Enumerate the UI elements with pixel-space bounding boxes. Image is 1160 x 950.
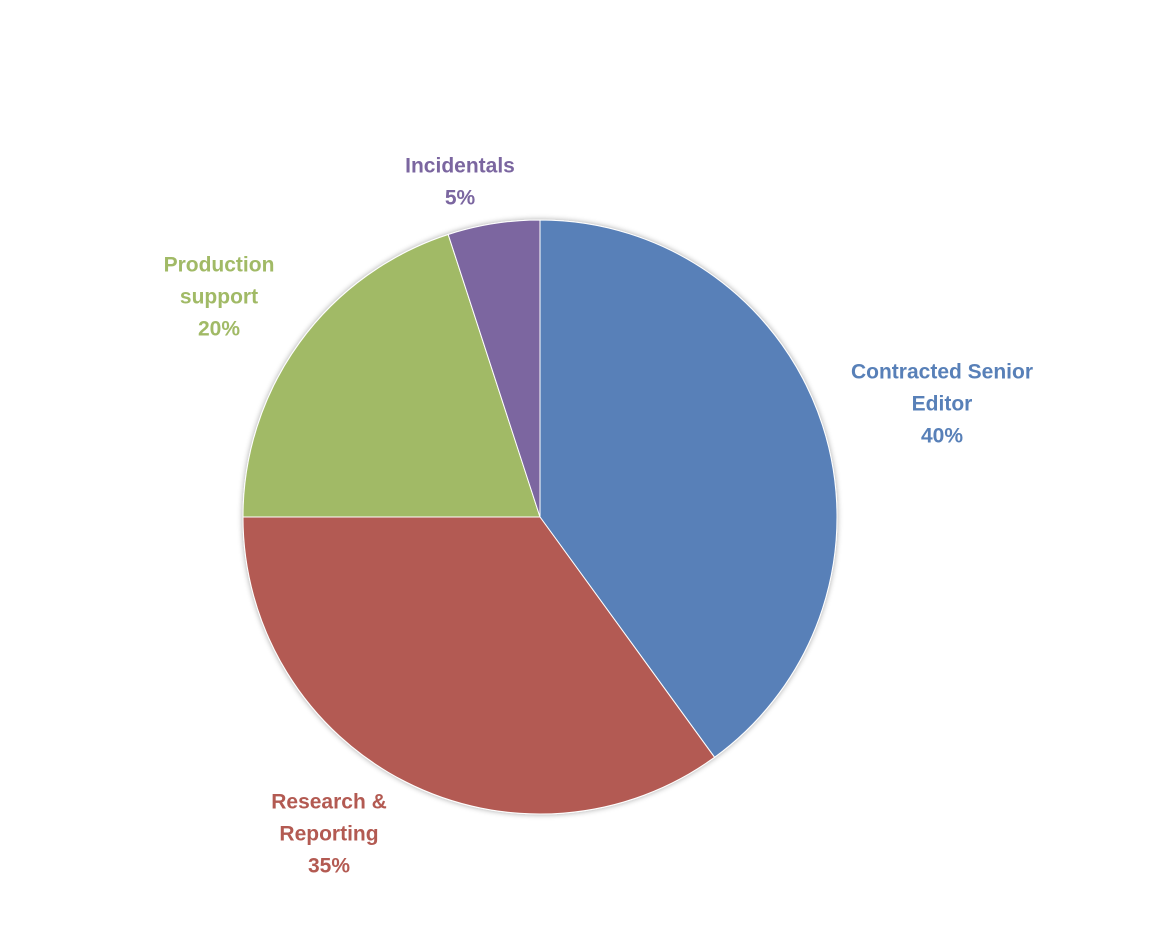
pie-slice-incidentals [447,219,541,518]
slice-percent-label: 35% [308,855,350,878]
slice-category-label: support [180,286,258,309]
pie-slices [242,219,838,815]
pie-slice-contracted-senior-editor [539,219,838,758]
slice-category-label: Research & [271,791,387,814]
slice-label-research-and-reporting: Research & Reporting 35% [271,791,387,878]
slice-category-label: Production [164,254,275,277]
slice-category-label: Contracted Senior [851,361,1033,384]
slice-category-label: Reporting [279,823,378,846]
slice-percent-label: 40% [921,425,963,448]
slice-label-incidentals: Incidentals 5% [405,155,515,210]
slice-label-contracted-senior-editor: Contracted Senior Editor 40% [851,361,1033,448]
slice-percent-label: 20% [198,318,240,341]
slice-label-production-support: Production support 20% [164,254,275,341]
pie-labels: Contracted Senior Editor 40% Research & Repo… [164,155,1033,878]
slice-percent-label: 5% [445,187,476,210]
pie-slice-research-and-reporting [242,516,716,815]
slice-category-label: Editor [912,393,973,416]
pie-slice-production-support [242,233,541,518]
slice-category-label: Incidentals [405,155,515,178]
